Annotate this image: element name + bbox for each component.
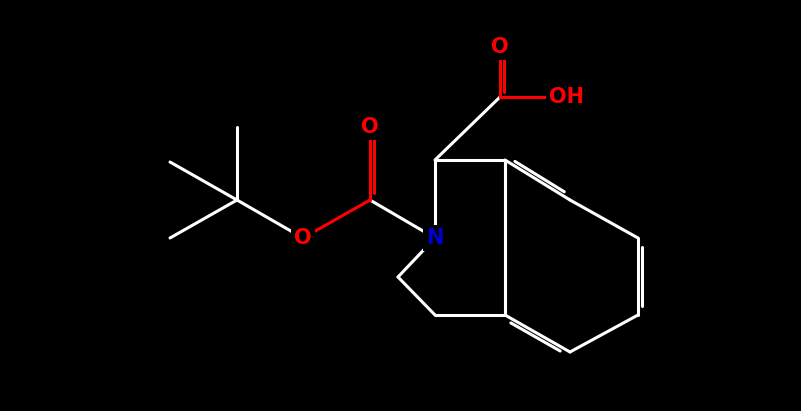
Text: O: O — [294, 228, 312, 248]
Text: N: N — [426, 228, 444, 248]
Text: OH: OH — [549, 87, 585, 107]
Text: O: O — [361, 117, 379, 137]
Text: O: O — [491, 37, 509, 57]
